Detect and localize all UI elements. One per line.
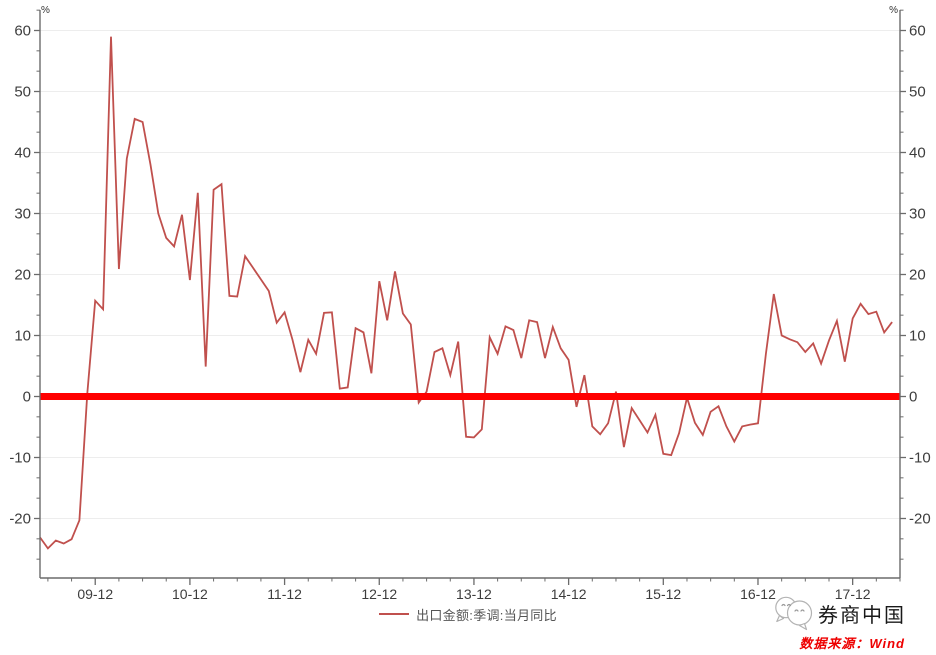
y-axis-label-right: -20: [909, 511, 931, 528]
y-axis-label-right: 10: [909, 328, 926, 345]
y-unit-label-right: %: [889, 5, 898, 16]
y-axis-label-right: 0: [909, 389, 917, 406]
y-axis-label-left: -20: [9, 511, 31, 528]
y-axis-label-right: 50: [909, 84, 926, 101]
x-axis-label: 13-12: [456, 586, 492, 602]
y-axis-label-left: 10: [14, 328, 31, 345]
x-axis-label: 15-12: [645, 586, 681, 602]
y-axis-label-right: 40: [909, 145, 926, 162]
x-axis-label: 10-12: [172, 586, 208, 602]
y-axis-label-left: 30: [14, 206, 31, 223]
y-axis-label-left: 50: [14, 84, 31, 101]
y-axis-label-left: 40: [14, 145, 31, 162]
chat-bubbles-icon: [775, 596, 813, 631]
y-axis-label-right: -10: [909, 450, 931, 467]
y-axis-label-left: -10: [9, 450, 31, 467]
legend: 出口金额:季调:当月同比: [0, 605, 936, 623]
series-line-export-yoy: [39, 36, 893, 550]
x-axis-label: 14-12: [551, 586, 587, 602]
y-axis-label-left: 20: [14, 267, 31, 284]
y-axis-label-right: 60: [909, 23, 926, 40]
brand: 券商中国: [773, 594, 906, 632]
x-axis-label: 16-12: [740, 586, 776, 602]
x-axis-label: 12-12: [361, 586, 397, 602]
data-source-note: 数据来源：Wind: [799, 636, 905, 651]
legend-line-swatch: [379, 613, 410, 615]
x-axis-label: 11-12: [267, 586, 302, 602]
x-axis-label: 17-12: [835, 586, 871, 602]
brand-name: 券商中国: [818, 604, 906, 627]
x-axis-label: 09-12: [77, 586, 113, 602]
y-axis-label-left: 0: [23, 389, 31, 406]
y-axis-label-left: 60: [14, 23, 31, 40]
y-axis-label-right: 20: [909, 267, 926, 284]
y-axis-label-right: 30: [909, 206, 926, 223]
legend-label: 出口金额:季调:当月同比: [416, 607, 557, 623]
y-unit-label-left: %: [41, 5, 50, 16]
